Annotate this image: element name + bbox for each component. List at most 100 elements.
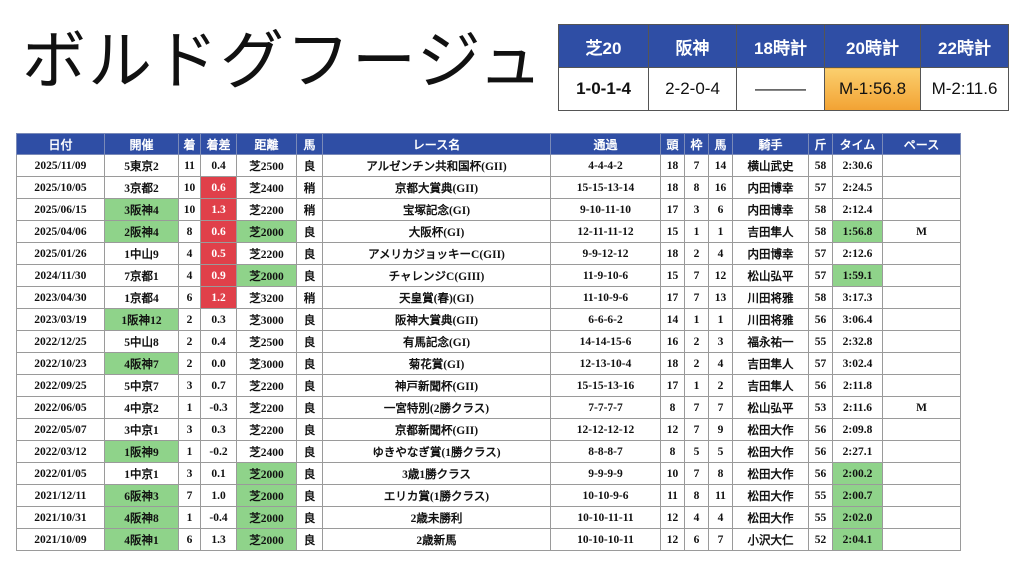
summary-value-cell: 1-0-1-4 [558,67,649,111]
table-cell: 7 [708,528,733,551]
table-cell: 2021/12/11 [16,484,105,507]
table-cell: 2024/11/30 [16,264,105,287]
table-cell: 良 [296,220,323,243]
race-history-table: 日付 開催着着差 距離馬レース名 通過頭枠馬騎手斤タイム ペース 2025/11/09 5… [16,133,961,551]
table-cell: 4 [708,352,733,375]
table-cell [882,286,961,309]
summary-value-cell: M-2:11.6 [920,67,1009,111]
summary-header-row: 芝20 阪神 18時計 20時計 22時計 [558,24,1009,68]
table-cell: 14 [660,308,685,331]
table-cell [882,506,961,529]
table-cell: 52 [808,528,833,551]
table-cell: 0.1 [200,462,237,485]
table-cell: 0.0 [200,352,237,375]
table-cell: 2:27.1 [832,440,883,463]
table-cell: 8 [684,176,709,199]
table-cell: 3 [178,418,201,441]
table-cell: 11 [178,154,201,177]
summary-table: 芝20 阪神 18時計 20時計 22時計 1-0-1-4 2-2-0-4 ——— M-1:5… [558,24,1009,111]
table-cell: 稍 [296,286,323,309]
table-cell: 芝2500 [236,330,297,353]
table-cell: 6 [708,198,733,221]
table-cell: 2022/09/25 [16,374,105,397]
table-cell: 12 [660,418,685,441]
table-cell: 56 [808,462,833,485]
table-cell: 芝2200 [236,374,297,397]
table-cell: 神戸新聞杯(GII) [322,374,551,397]
table-cell [882,176,961,199]
table-cell: 56 [808,440,833,463]
summary-header-cell: 芝20 [558,24,649,68]
table-cell: 良 [296,374,323,397]
table-row: 2023/03/19 1阪神12 2 0.3 芝3000 良阪神大賞典(GII) 6-6-6… [16,308,961,331]
table-cell: 2:30.6 [832,154,883,177]
table-cell: 3:17.3 [832,286,883,309]
column-header: 日付 [16,133,105,155]
table-cell: 1京都4 [104,286,179,309]
table-cell: 3京都2 [104,176,179,199]
table-cell: 松田大作 [732,418,809,441]
column-header: 距離 [236,133,297,155]
table-cell: 5 [708,440,733,463]
table-cell: 10 [178,176,201,199]
table-cell: 良 [296,352,323,375]
table-cell: 川田将雅 [732,308,809,331]
table-cell [882,440,961,463]
table-cell: 2歳新馬 [322,528,551,551]
table-cell: 5 [684,440,709,463]
table-cell: 2021/10/09 [16,528,105,551]
table-cell: 7京都1 [104,264,179,287]
table-cell: 14-14-15-6 [550,330,661,353]
table-row: 2025/11/09 5東京2 11 0.4 芝2500 良アルゼンチン共和国杯(GII)… [16,154,961,177]
table-cell: 8 [178,220,201,243]
table-cell: 2022/05/07 [16,418,105,441]
table-cell: 0.6 [200,176,237,199]
table-cell: 宝塚記念(GI) [322,198,551,221]
table-row: 2022/10/23 4阪神7 2 0.0 芝3000 良菊花賞(GI) 12-13-10-… [16,352,961,375]
table-cell: 6 [178,528,201,551]
table-cell: 松田大作 [732,506,809,529]
table-row: 2025/06/15 3阪神4 10 1.3 芝2200 稍宝塚記念(GI) 9-10-11… [16,198,961,221]
table-cell: 5東京2 [104,154,179,177]
table-cell: 吉田隼人 [732,220,809,243]
summary-header-cell: 20時計 [824,24,921,68]
table-cell: 芝2400 [236,176,297,199]
table-cell: 3 [178,374,201,397]
table-cell: 15-15-13-16 [550,374,661,397]
table-cell: -0.2 [200,440,237,463]
table-cell: 8-8-8-7 [550,440,661,463]
table-cell: 14 [708,154,733,177]
table-cell: 京都新聞杯(GII) [322,418,551,441]
table-cell: 内田博幸 [732,242,809,265]
table-cell [882,484,961,507]
table-cell: 7 [684,462,709,485]
table-cell: 55 [808,484,833,507]
table-cell: 3 [708,330,733,353]
table-cell: 12 [708,264,733,287]
table-cell: 2023/03/19 [16,308,105,331]
table-cell: 3 [684,198,709,221]
table-cell: 1.0 [200,484,237,507]
table-cell: 2025/11/09 [16,154,105,177]
table-cell: 1 [684,308,709,331]
table-row: 2022/03/12 1阪神9 1 -0.2 芝2400 良ゆきやなぎ賞(1勝クラス) 8-… [16,440,961,463]
summary-value-cell: ——— [736,67,825,111]
table-cell: 8 [708,462,733,485]
table-cell: 53 [808,396,833,419]
table-cell: 1中京1 [104,462,179,485]
table-cell: 10-10-11-11 [550,506,661,529]
table-cell: 4中京2 [104,396,179,419]
table-row: 2025/01/26 1中山9 4 0.5 芝2200 良アメリカジョッキーC(GII) 9… [16,242,961,265]
table-cell: 2阪神4 [104,220,179,243]
table-cell: 松田大作 [732,440,809,463]
table-cell: 3:06.4 [832,308,883,331]
table-cell: 1 [708,220,733,243]
table-cell: 57 [808,264,833,287]
table-cell: 1 [178,506,201,529]
table-cell [882,308,961,331]
table-row: 2025/10/05 3京都2 10 0.6 芝2400 稍京都大賞典(GII) 15-15… [16,176,961,199]
table-cell: 7 [684,286,709,309]
table-cell: 0.9 [200,264,237,287]
table-cell: 2 [684,352,709,375]
table-cell: 芝3200 [236,286,297,309]
